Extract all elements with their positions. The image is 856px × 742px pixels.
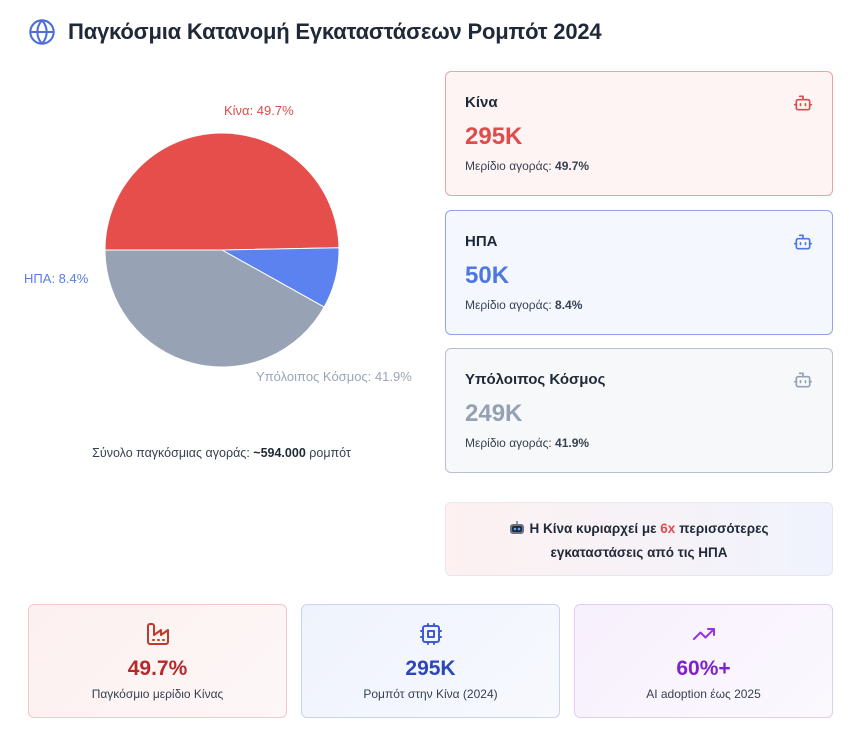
pie-chart-svg xyxy=(104,132,340,368)
insight-text-2: περισσότερες xyxy=(679,521,769,536)
robot-icon xyxy=(793,95,813,111)
insight-text-1: Η Κίνα κυριαρχεί με xyxy=(529,521,657,536)
insight-highlight: 6x xyxy=(660,521,676,536)
page-header: Παγκόσμια Κατανομή Εγκαταστάσεων Ρομπότ … xyxy=(28,18,602,46)
country-card-china: Κίνα 295K Μερίδιο αγοράς: 49.7% xyxy=(445,71,833,196)
stat-caption: Ρομπότ στην Κίνα (2024) xyxy=(363,687,498,701)
card-share-label: Μερίδιο αγοράς: xyxy=(465,298,552,312)
card-value: 295K xyxy=(465,123,523,150)
pie-label-usa: ΗΠΑ: 8.4% xyxy=(24,271,89,286)
robot-emoji xyxy=(510,521,525,534)
robot-icon xyxy=(793,234,813,250)
country-card-rest: Υπόλοιπος Κόσμος 249K Μερίδιο αγοράς: 41… xyxy=(445,348,833,473)
card-share: Μερίδιο αγοράς: 8.4% xyxy=(465,298,812,312)
card-name: Υπόλοιπος Κόσμος xyxy=(465,371,606,388)
trending-up-icon xyxy=(692,628,715,640)
card-share-value: 41.9% xyxy=(555,436,590,450)
market-total-label: Σύνολο παγκόσμιας αγοράς: xyxy=(92,446,250,460)
pie-slice-rest xyxy=(104,249,325,368)
stat-caption: AI adoption έως 2025 xyxy=(646,687,761,701)
card-name: Κίνα xyxy=(465,94,498,111)
pie-slice-china xyxy=(104,132,340,251)
pie-label-rest: Υπόλοιπος Κόσμος: 41.9% xyxy=(256,369,412,384)
globe-icon xyxy=(29,19,55,45)
factory-icon xyxy=(146,623,169,645)
card-share-label: Μερίδιο αγοράς: xyxy=(465,159,552,173)
market-total: Σύνολο παγκόσμιας αγοράς: ~594.000 ρομπό… xyxy=(0,446,443,460)
stat-card-china-robots: 295K Ρομπότ στην Κίνα (2024) xyxy=(301,604,560,718)
stat-card-china-share: 49.7% Παγκόσμιο μερίδιο Κίνας xyxy=(28,604,287,718)
stat-value: 60%+ xyxy=(676,657,731,680)
pie-chart: Κίνα: 49.7% ΗΠΑ: 8.4% Υπόλοιπος Κόσμος: … xyxy=(0,90,430,410)
robot-icon xyxy=(793,372,813,388)
card-name: ΗΠΑ xyxy=(465,233,498,250)
stat-card-ai-adoption: 60%+ AI adoption έως 2025 xyxy=(574,604,833,718)
stat-value: 295K xyxy=(405,657,456,680)
card-value: 249K xyxy=(465,400,523,427)
pie-label-china: Κίνα: 49.7% xyxy=(224,103,294,118)
card-share-value: 49.7% xyxy=(555,159,590,173)
card-share-label: Μερίδιο αγοράς: xyxy=(465,436,552,450)
card-share: Μερίδιο αγοράς: 41.9% xyxy=(465,436,812,450)
market-total-value: ~594.000 xyxy=(253,446,306,460)
card-value: 50K xyxy=(465,262,510,289)
cpu-icon xyxy=(419,623,442,645)
insight-text-3: εγκαταστάσεις από τις ΗΠΑ xyxy=(550,545,728,560)
card-share: Μερίδιο αγοράς: 49.7% xyxy=(465,159,812,173)
stat-caption: Παγκόσμιο μερίδιο Κίνας xyxy=(91,687,224,701)
insight-banner: Η Κίνα κυριαρχεί με 6x περισσότερες εγκα… xyxy=(445,502,833,576)
market-total-unit: ρομπότ xyxy=(309,446,351,460)
page-title: Παγκόσμια Κατανομή Εγκαταστάσεων Ρομπότ … xyxy=(68,19,602,44)
stat-value: 49.7% xyxy=(127,657,188,680)
card-share-value: 8.4% xyxy=(555,298,583,312)
country-card-usa: ΗΠΑ 50K Μερίδιο αγοράς: 8.4% xyxy=(445,210,833,335)
